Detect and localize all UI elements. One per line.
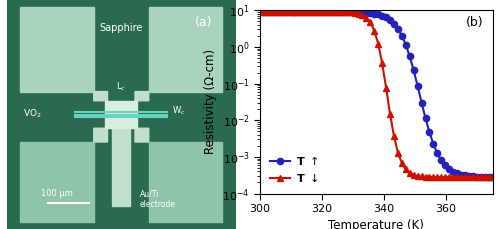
Polygon shape [94, 128, 108, 142]
Polygon shape [135, 128, 148, 142]
Polygon shape [94, 92, 108, 101]
Text: Au/Ti
electrode: Au/Ti electrode [140, 189, 175, 209]
Polygon shape [94, 128, 108, 142]
Polygon shape [94, 92, 108, 101]
Polygon shape [20, 142, 94, 222]
Polygon shape [20, 7, 94, 92]
X-axis label: Temperature (K): Temperature (K) [328, 219, 424, 229]
Text: (a): (a) [196, 16, 213, 29]
Legend: $\bf{T}$ $\uparrow$, $\bf{T}$ $\downarrow$: $\bf{T}$ $\uparrow$, $\bf{T}$ $\downarro… [266, 150, 322, 188]
Polygon shape [148, 7, 222, 92]
Text: VO$_2$: VO$_2$ [23, 107, 42, 120]
Bar [112, 128, 130, 206]
Text: W$_c$: W$_c$ [172, 105, 185, 117]
Polygon shape [148, 142, 222, 222]
Polygon shape [135, 92, 148, 101]
Text: 100 µm: 100 µm [41, 189, 73, 198]
Bar [105, 101, 138, 128]
Polygon shape [135, 128, 148, 142]
Text: L$_c$: L$_c$ [116, 80, 126, 93]
Polygon shape [135, 92, 148, 101]
Text: Sapphire: Sapphire [100, 23, 143, 33]
Text: (b): (b) [466, 16, 483, 29]
Y-axis label: Resistivity (Ω-cm): Resistivity (Ω-cm) [204, 49, 216, 155]
